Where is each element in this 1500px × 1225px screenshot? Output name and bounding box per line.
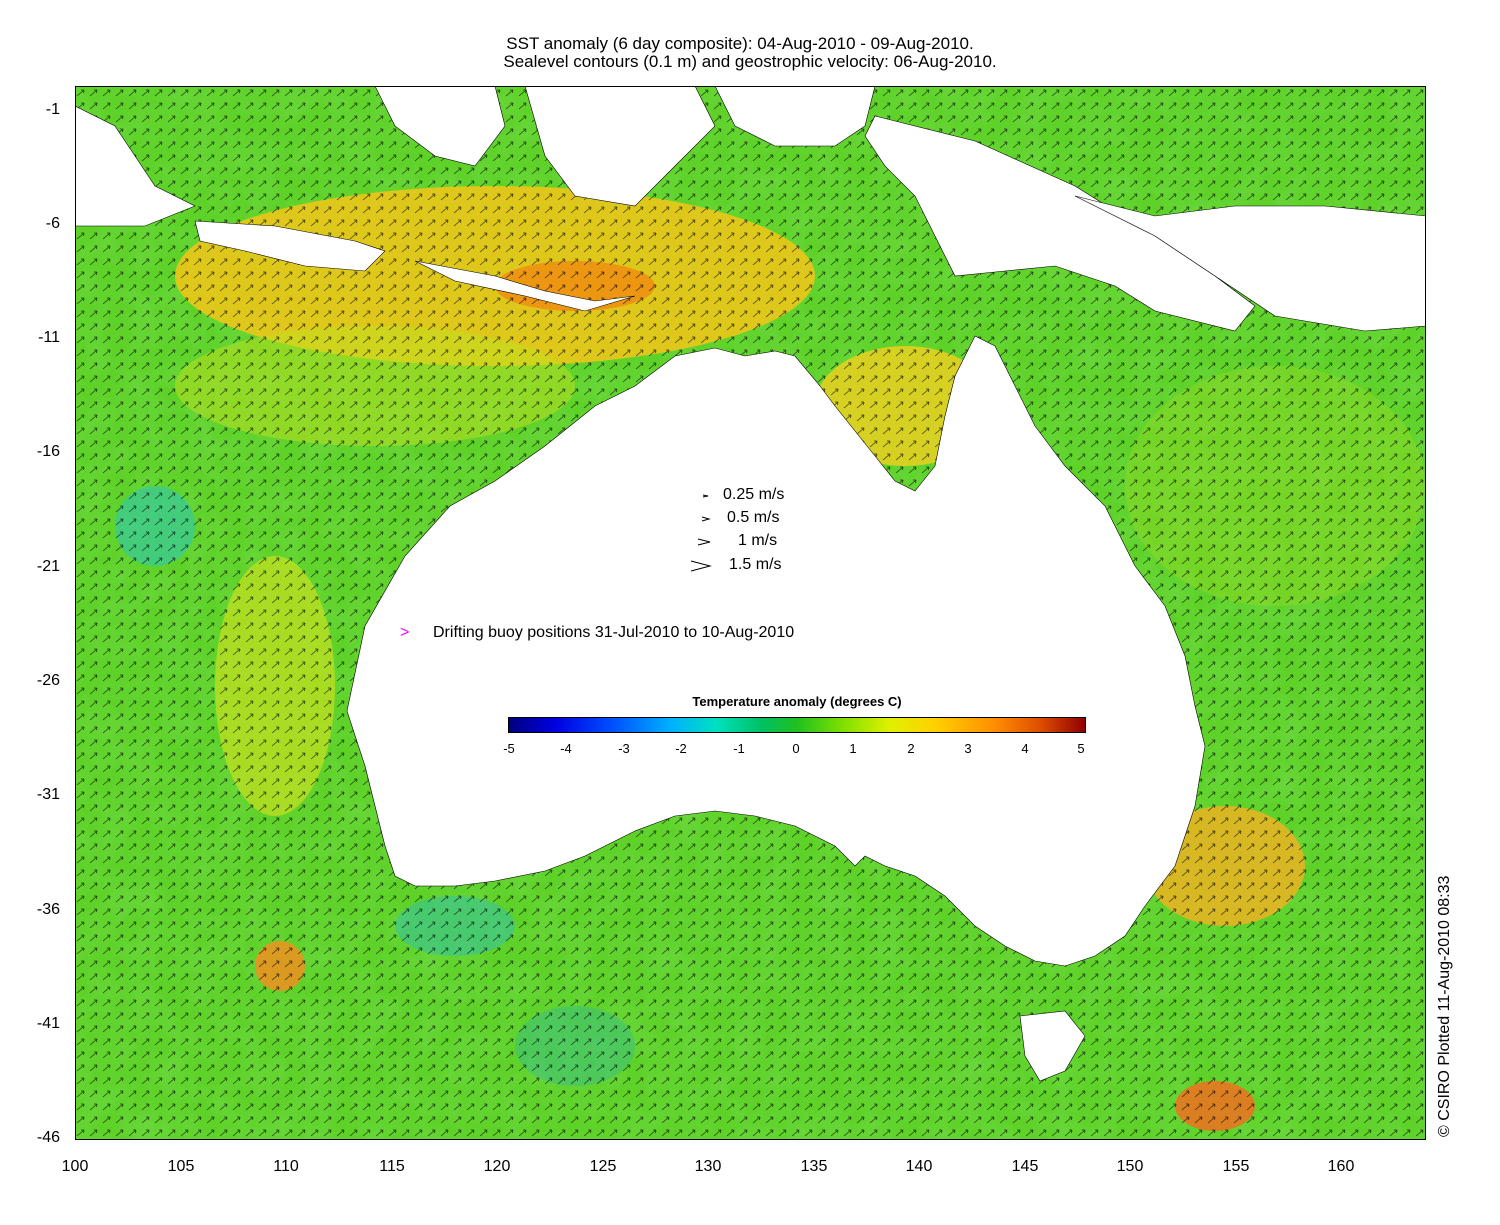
y-tick-label: -1: [45, 101, 60, 118]
x-tick-label: 160: [1327, 1158, 1355, 1175]
colorbar: [508, 717, 1086, 733]
x-tick-label: 120: [483, 1158, 511, 1175]
x-tick-label: 130: [694, 1158, 722, 1175]
y-tick-label: -36: [36, 901, 60, 918]
x-tick-label: 145: [1011, 1158, 1039, 1175]
y-tick-label: -6: [45, 215, 60, 232]
x-tick-label: 150: [1116, 1158, 1144, 1175]
x-tick-label: 125: [589, 1158, 617, 1175]
colorbar-tick: 5: [1077, 741, 1085, 756]
buoy-marker-icon: >: [400, 624, 410, 641]
y-tick-label: -41: [36, 1015, 60, 1032]
x-tick-label: 100: [61, 1158, 89, 1175]
java-land: [194, 220, 386, 272]
y-tick-label: -31: [36, 786, 60, 803]
y-tick-label: -11: [38, 329, 60, 346]
australia-land: [346, 335, 1206, 967]
velocity-key-label: 0.5 m/s: [727, 509, 780, 526]
y-tick-label: -26: [36, 672, 60, 689]
map-title-line2: Sealevel contours (0.1 m) and geostrophi…: [503, 52, 997, 71]
x-tick-label: 115: [379, 1158, 405, 1175]
colorbar-tick: 4: [1021, 741, 1029, 756]
colorbar-tick: 0: [792, 741, 800, 756]
lesser-sunda-land: [414, 260, 636, 312]
y-tick-label: -46: [36, 1129, 60, 1146]
colorbar-tick: -3: [618, 741, 630, 756]
colorbar-tick: 2: [907, 741, 915, 756]
colorbar-title: Temperature anomaly (degrees C): [692, 694, 902, 709]
colorbar-tick: -5: [503, 741, 515, 756]
x-tick-label: 135: [800, 1158, 828, 1175]
buoy-legend-label: Drifting buoy positions 31-Jul-2010 to 1…: [433, 624, 795, 641]
colorbar-tick: 1: [849, 741, 857, 756]
colorbar-tick: -2: [675, 741, 687, 756]
map-title-line1: SST anomaly (6 day composite): 04-Aug-20…: [506, 34, 974, 53]
velocity-key-label: 1 m/s: [738, 532, 778, 549]
x-tick-label: 110: [273, 1158, 299, 1175]
landmasses: [75, 86, 1426, 1082]
sst-anomaly-map: [75, 86, 1426, 1140]
y-tick-label: -21: [36, 558, 60, 575]
x-tick-label: 140: [905, 1158, 933, 1175]
velocity-key-label: 0.25 m/s: [723, 486, 785, 503]
x-tick-label: 155: [1222, 1158, 1250, 1175]
plot-credit: © CSIRO Plotted 11-Aug-2010 08:33: [1436, 875, 1453, 1137]
velocity-key-label: 1.5 m/s: [729, 556, 782, 573]
colorbar-tick: 3: [964, 741, 972, 756]
velocity-key-arrows: [690, 494, 712, 572]
colorbar-tick: -4: [560, 741, 572, 756]
y-tick-label: -16: [36, 443, 60, 460]
tasmania-land: [1019, 1010, 1086, 1082]
colorbar-tick: -1: [733, 741, 745, 756]
x-tick-label: 105: [167, 1158, 195, 1175]
